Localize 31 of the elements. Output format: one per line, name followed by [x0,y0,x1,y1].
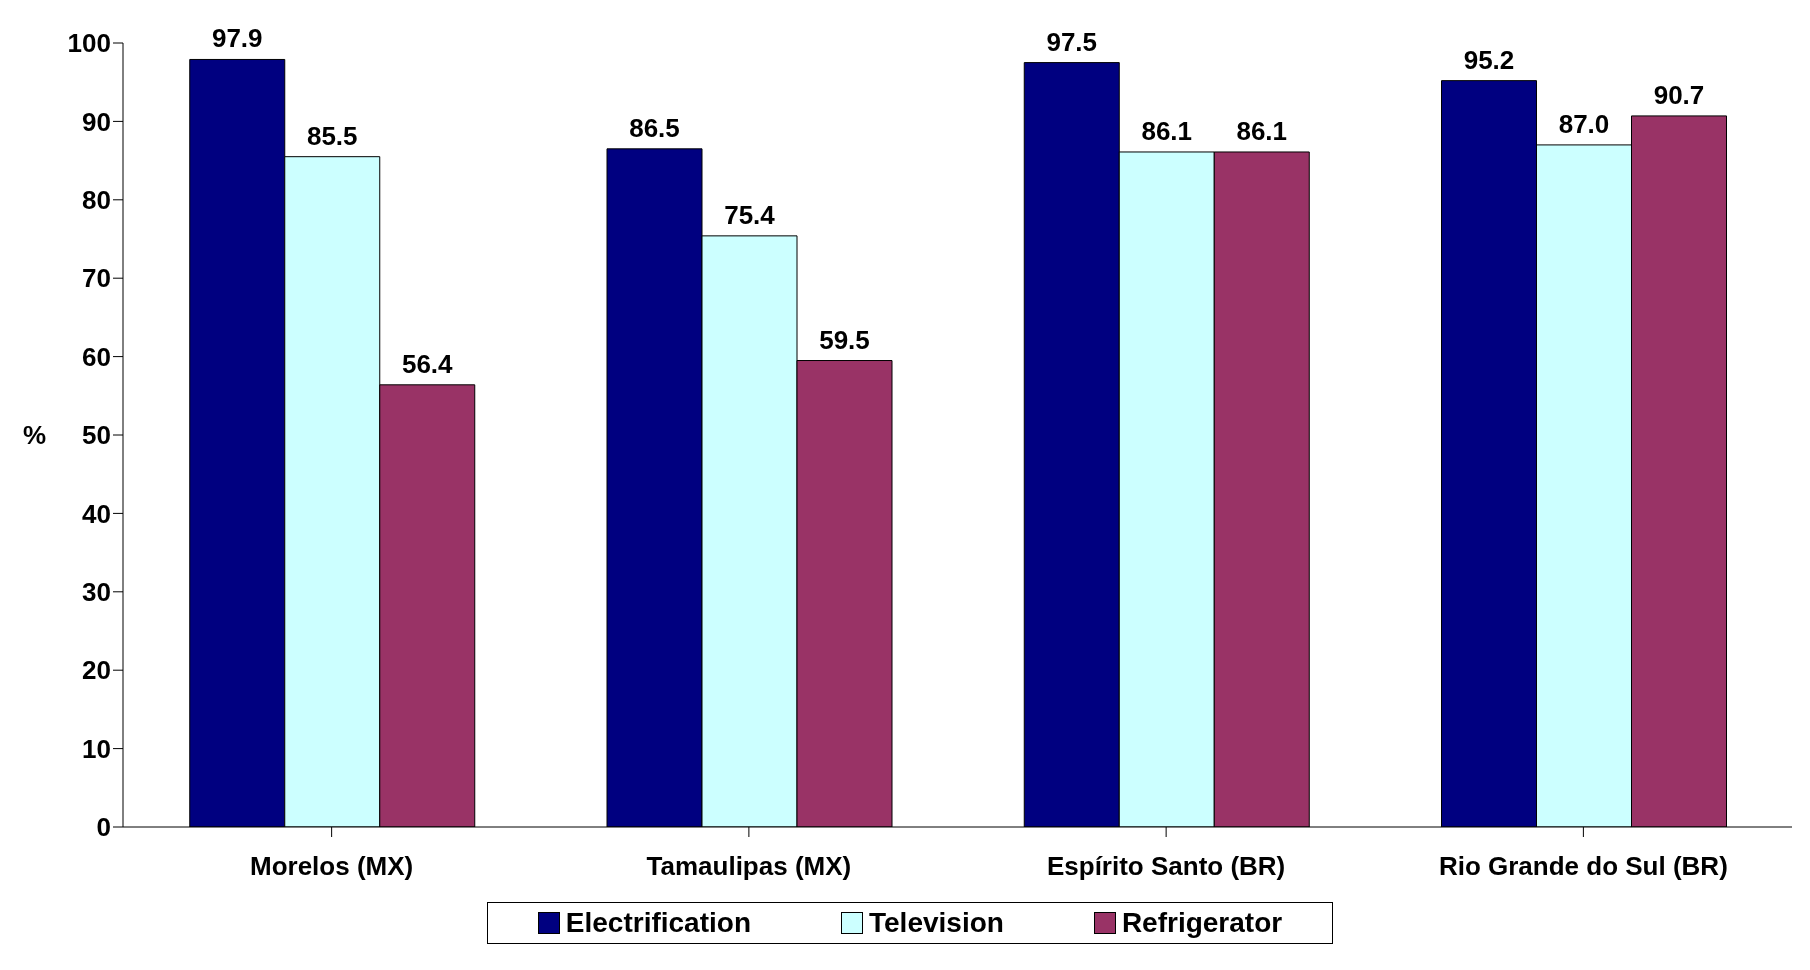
data-label: 59.5 [819,324,870,355]
data-label: 56.4 [401,348,454,379]
data-label: 95.2 [1463,44,1515,75]
data-label: 87.0 [1558,108,1610,139]
y-tick-label: 50 [82,420,111,451]
y-tick-label: 70 [82,263,111,294]
y-tick-label: 40 [82,498,111,529]
y-axis-title: % [23,420,47,451]
y-tick-label: 60 [82,341,111,372]
legend-label: Refrigerator [1121,907,1283,939]
data-label: 86.1 [1236,115,1288,146]
data-label: 75.4 [724,199,776,230]
data-label: 97.9 [211,23,263,54]
legend-label: Television [869,907,1004,939]
data-label: 85.5 [306,120,358,151]
y-tick-label: 80 [82,185,111,216]
y-tick-label: 90 [82,106,111,137]
y-tick-label: 100 [67,28,111,59]
data-label: 86.1 [1141,115,1193,146]
data-label: 86.5 [629,112,680,143]
y-tick-label: 20 [82,655,111,686]
y-tick-label: 0 [96,812,111,843]
y-tick-label: 10 [82,733,111,764]
data-label: 97.5 [1046,26,1098,57]
x-tick-label: Tamaulipas (MX) [646,851,852,882]
legend-label: Electrification [565,907,752,939]
y-tick-label: 30 [82,577,111,608]
x-tick-label: Rio Grande do Sul (BR) [1438,851,1728,882]
data-label: 90.7 [1653,79,1705,110]
x-tick-label: Espírito Santo (BR) [1046,851,1286,882]
x-tick-label: Morelos (MX) [250,851,414,882]
